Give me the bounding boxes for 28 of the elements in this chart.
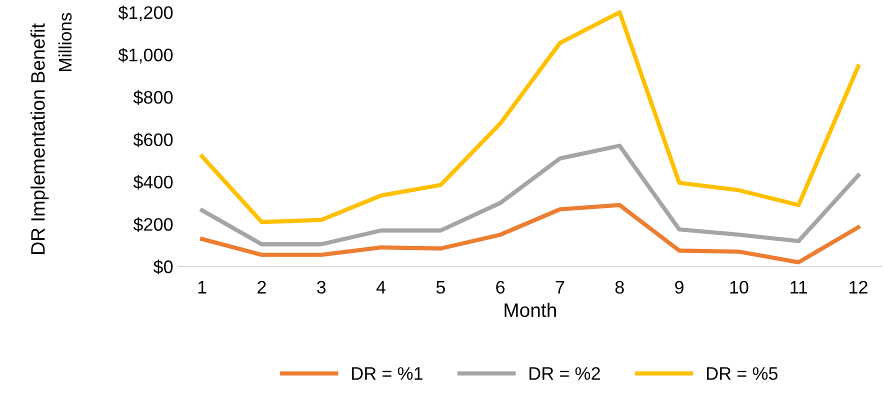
text: Millions: [58, 12, 72, 72]
line-series: [200, 10, 860, 224]
y-tick-label: $800: [133, 90, 173, 105]
x-tick-label: 6: [496, 280, 505, 294]
y-axis-title: DR Implementation Benefit: [30, 23, 49, 254]
y-tick-label: $1,000: [118, 48, 173, 64]
x-tick-label: 8: [615, 280, 624, 294]
x-tick-label: 2: [258, 280, 266, 294]
y-tick-label: $200: [133, 217, 173, 232]
y-tick-label: $600: [133, 132, 173, 148]
legend-label: DR = %1: [352, 367, 422, 380]
x-tick-label: 9: [675, 280, 684, 294]
legend-label: DR = %5: [707, 367, 778, 380]
x-tick-label: 7: [556, 281, 564, 294]
x-axis-title: Month: [504, 302, 556, 318]
line-series: [200, 202, 860, 264]
x-tick-label: 4: [376, 281, 386, 294]
x-tick-label: 5: [436, 281, 445, 294]
legend-label: DR = %2: [530, 367, 600, 380]
y-tick-label: $0: [153, 260, 173, 274]
x-tick-label: 3: [317, 280, 326, 294]
x-tick-label: 12: [850, 280, 868, 294]
x-tick-label: 10: [730, 280, 748, 294]
y-tick-label: $400: [133, 174, 173, 190]
x-tick-label: 11: [790, 281, 808, 294]
x-tick-label: 1: [198, 281, 206, 294]
line-series: [200, 144, 860, 246]
y-tick-label: $1,200: [118, 5, 173, 22]
